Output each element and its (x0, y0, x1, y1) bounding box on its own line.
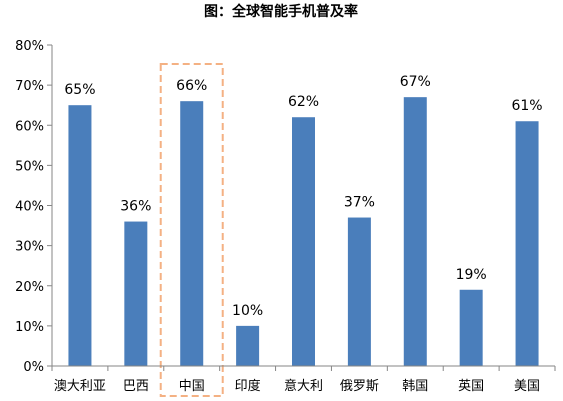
data-label: 66% (176, 78, 207, 94)
data-label: 19% (456, 267, 487, 283)
y-tick-label: 10% (15, 320, 44, 335)
axes-group (47, 44, 556, 371)
bar (459, 289, 483, 366)
data-label: 37% (344, 195, 375, 211)
category-label: 澳大利亚 (54, 378, 106, 394)
bar (124, 221, 148, 366)
category-label: 意大利 (284, 378, 323, 394)
bar (180, 101, 204, 367)
category-label: 韩国 (402, 379, 428, 394)
data-label: 36% (120, 199, 151, 215)
data-label: 67% (400, 74, 431, 90)
x-axis-category-labels: 澳大利亚 巴西 中国 印度 意大利 俄罗斯 韩国 英国 美国 (54, 378, 540, 394)
y-tick-label: 80% (15, 39, 44, 54)
chart-title: 图：全球智能手机普及率 (204, 3, 358, 20)
highlight-box-group (159, 63, 224, 397)
data-labels-group: 65% 36% 66% 10% 62% 37% 67% 19% 61% (64, 74, 542, 319)
y-tick-label: 20% (15, 280, 44, 295)
y-tick-label: 70% (15, 79, 44, 94)
y-tick-label: 60% (15, 119, 44, 134)
highlight-box (159, 63, 224, 397)
bars-group (68, 97, 539, 367)
y-tick-label: 40% (15, 200, 44, 215)
y-tick-label: 50% (15, 159, 44, 174)
data-label: 65% (64, 82, 95, 98)
data-label: 62% (288, 94, 319, 110)
y-axis-tick-labels: 0% 10% 20% 30% 40% 50% 60% 70% 80% (15, 39, 44, 375)
bar (292, 117, 315, 366)
bar (236, 325, 260, 366)
bar (403, 97, 427, 366)
y-tick-label: 30% (15, 240, 44, 255)
category-label: 美国 (514, 379, 540, 394)
bar (347, 217, 371, 366)
data-label: 61% (511, 98, 542, 114)
category-label: 印度 (235, 378, 261, 394)
category-label: 中国 (179, 379, 205, 394)
bar (68, 105, 92, 366)
y-tick-label: 0% (23, 360, 44, 375)
category-label: 英国 (458, 379, 484, 394)
bar (515, 121, 539, 366)
category-label: 巴西 (123, 379, 149, 394)
data-label: 10% (232, 303, 263, 319)
category-label: 俄罗斯 (340, 379, 379, 394)
